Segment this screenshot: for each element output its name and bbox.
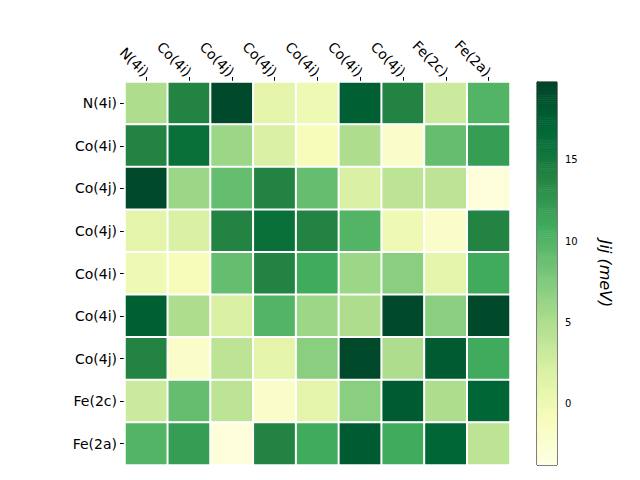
svg-text:15: 15 [565,154,578,165]
svg-text:Co(4i): Co(4i) [282,39,323,80]
svg-text:Co(4j): Co(4j) [75,351,117,367]
svg-text:Fe(2c): Fe(2c) [74,393,117,409]
svg-text:Fe(2a): Fe(2a) [73,436,117,452]
svg-text:Co(4j): Co(4j) [239,39,280,80]
svg-text:5: 5 [565,317,571,328]
svg-text:Jij (meV): Jij (meV) [596,237,615,308]
svg-text:Co(4j): Co(4j) [197,39,238,80]
svg-text:10: 10 [565,236,578,247]
svg-text:N(4i): N(4i) [117,44,152,79]
svg-text:Co(4i): Co(4i) [75,308,117,324]
svg-text:Co(4j): Co(4j) [368,39,409,80]
svg-text:N(4i): N(4i) [83,95,117,111]
svg-text:Co(4i): Co(4i) [154,39,195,80]
svg-text:0: 0 [565,398,571,409]
svg-text:Co(4j): Co(4j) [75,180,117,196]
svg-text:Co(4j): Co(4j) [75,223,117,239]
svg-text:Fe(2c): Fe(2c) [409,38,451,80]
svg-text:Co(4i): Co(4i) [325,39,366,80]
svg-text:Fe(2a): Fe(2a) [452,37,495,80]
svg-text:Co(4i): Co(4i) [75,266,117,282]
svg-text:Co(4i): Co(4i) [75,138,117,154]
